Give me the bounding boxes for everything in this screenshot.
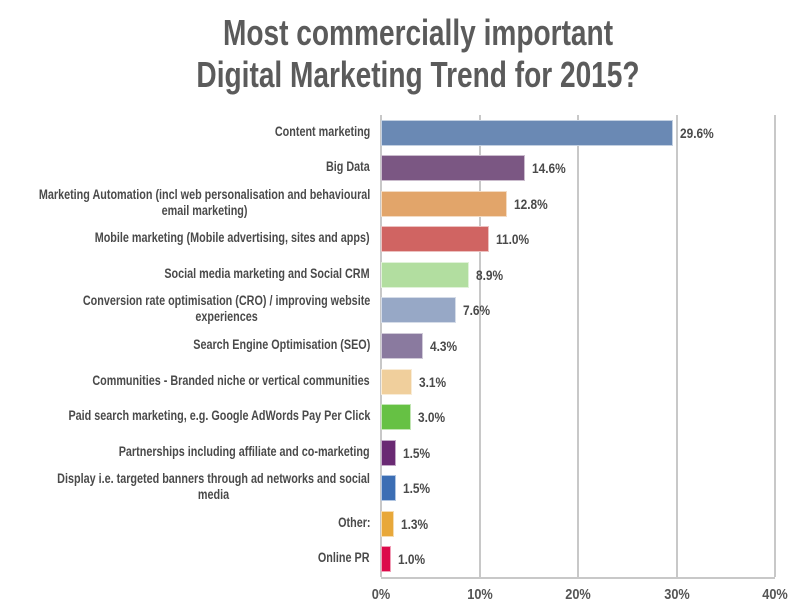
- bar: [381, 262, 469, 288]
- data-label: 3.0%: [418, 409, 445, 425]
- bar: [381, 404, 411, 430]
- data-label: 12.8%: [514, 196, 548, 212]
- bar: [381, 333, 423, 359]
- x-tick-label: 40%: [762, 586, 788, 603]
- gridline: [774, 115, 776, 577]
- x-tick-label: 20%: [565, 586, 591, 603]
- bar: [381, 226, 489, 252]
- bar: [381, 191, 507, 217]
- category-label: Other:: [338, 515, 370, 531]
- bar: [381, 475, 396, 501]
- x-tick-label: 30%: [664, 586, 690, 603]
- data-label: 4.3%: [430, 338, 457, 354]
- gridline: [676, 115, 678, 577]
- data-label: 8.9%: [476, 267, 503, 283]
- category-label: Social media marketing and Social CRM: [165, 266, 370, 282]
- gridline: [479, 115, 481, 577]
- category-label: Content marketing: [275, 124, 370, 140]
- data-label: 1.0%: [398, 551, 425, 567]
- bar: [381, 120, 673, 146]
- category-label: Online PR: [318, 550, 370, 566]
- category-label: Partnerships including affiliate and co-…: [119, 444, 370, 460]
- data-label: 1.5%: [403, 445, 430, 461]
- bar: [381, 155, 525, 181]
- bar: [381, 511, 394, 537]
- data-label: 1.5%: [403, 480, 430, 496]
- x-axis-line: [381, 577, 775, 579]
- bar: [381, 546, 391, 572]
- category-label: Marketing Automation (incl web personali…: [39, 187, 370, 219]
- bar: [381, 297, 456, 323]
- category-label: Big Data: [326, 159, 370, 175]
- category-label: Paid search marketing, e.g. Google AdWor…: [68, 408, 370, 424]
- category-label: Communities - Branded niche or vertical …: [93, 373, 370, 389]
- data-label: 7.6%: [463, 302, 490, 318]
- data-label: 3.1%: [419, 374, 446, 390]
- category-label: Conversion rate optimisation (CRO) / imp…: [83, 293, 370, 325]
- data-label: 14.6%: [532, 160, 566, 176]
- x-tick-label: 0%: [372, 586, 390, 603]
- gridline: [577, 115, 579, 577]
- bar: [381, 440, 396, 466]
- category-label: Mobile marketing (Mobile advertising, si…: [95, 230, 370, 246]
- category-label: Display i.e. targeted banners through ad…: [57, 471, 370, 503]
- bar: [381, 369, 412, 395]
- x-tick-label: 10%: [467, 586, 493, 603]
- data-label: 29.6%: [680, 125, 714, 141]
- category-label: Search Engine Optimisation (SEO): [193, 337, 370, 353]
- data-label: 1.3%: [401, 516, 428, 532]
- data-label: 11.0%: [496, 231, 529, 247]
